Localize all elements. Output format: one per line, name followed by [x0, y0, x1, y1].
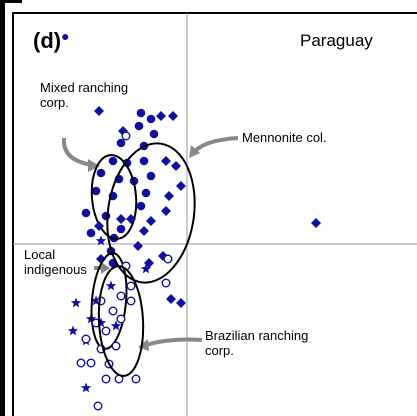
- point: [101, 211, 111, 221]
- point: [81, 208, 91, 218]
- confidence-ellipse: [106, 142, 196, 284]
- point: [108, 156, 118, 166]
- point: [111, 341, 121, 351]
- arrowhead: [101, 262, 110, 274]
- point: [136, 108, 146, 118]
- group-label: Local indigenous: [24, 247, 94, 277]
- arrowhead: [189, 145, 200, 158]
- point: [76, 358, 86, 368]
- group-label: Brazilian ranching corp.: [205, 328, 309, 358]
- point: [80, 382, 92, 393]
- point: [70, 297, 82, 308]
- point: [140, 263, 152, 274]
- point: [161, 156, 171, 166]
- subtitle: Paraguay: [300, 31, 373, 50]
- point: [110, 320, 122, 331]
- point: [93, 401, 103, 411]
- title-dot: ●: [61, 28, 70, 44]
- point: [126, 296, 136, 306]
- point: [146, 114, 156, 124]
- point: [86, 358, 96, 368]
- point: [146, 216, 156, 226]
- point: [96, 168, 106, 178]
- point: [116, 138, 126, 148]
- point: [105, 280, 117, 291]
- point: [121, 131, 131, 141]
- arrowhead: [138, 339, 149, 351]
- point: [141, 188, 151, 198]
- point: [116, 291, 126, 301]
- point: [101, 374, 111, 384]
- arrow: [145, 337, 203, 347]
- point: [163, 254, 173, 264]
- confidence-ellipse: [97, 265, 145, 377]
- point: [139, 226, 149, 236]
- point: [95, 235, 107, 246]
- title-text: (d): [33, 28, 62, 53]
- point: [101, 326, 111, 336]
- point: [95, 317, 107, 328]
- left-bar: [0, 0, 5, 416]
- point: [146, 171, 156, 181]
- point: [134, 121, 144, 131]
- arrow: [192, 136, 239, 154]
- point: [166, 294, 176, 304]
- point: [171, 161, 181, 171]
- arrowhead: [88, 159, 100, 172]
- point: [149, 129, 159, 139]
- point: [90, 295, 102, 306]
- point: [126, 214, 136, 224]
- point: [94, 106, 104, 116]
- point: [156, 111, 166, 121]
- point: [311, 218, 321, 228]
- point: [108, 306, 118, 316]
- point: [161, 278, 171, 288]
- point: [91, 186, 101, 196]
- group-label: Mixed ranching corp.: [40, 80, 129, 110]
- point: [67, 325, 79, 336]
- point: [139, 156, 149, 166]
- point: [116, 214, 126, 224]
- point: [81, 334, 91, 344]
- point: [168, 111, 178, 121]
- confidence-ellipse: [90, 154, 138, 240]
- arrow: [61, 137, 93, 167]
- point: [94, 221, 104, 231]
- point: [161, 206, 171, 216]
- top-bar: [0, 0, 22, 3]
- point: [131, 374, 141, 384]
- point: [86, 228, 96, 238]
- point: [133, 241, 143, 251]
- point: [136, 201, 146, 211]
- point: [176, 298, 186, 308]
- arrowheads: [88, 145, 200, 351]
- point: [116, 314, 126, 324]
- chart-title: (d)●: [33, 28, 70, 54]
- point: [176, 181, 186, 191]
- plot-frame: [12, 12, 417, 416]
- group-label: Mennonite col.: [242, 130, 327, 145]
- point: [116, 224, 126, 234]
- point: [164, 191, 174, 201]
- point: [126, 281, 136, 291]
